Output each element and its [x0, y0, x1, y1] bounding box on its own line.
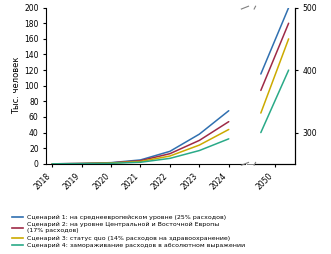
Legend: Сценарий 1: на среднеевропейском уровне (25% расходов), Сценарий 2: на уровне Це: Сценарий 1: на среднеевропейском уровне …	[10, 212, 247, 251]
Y-axis label: Тыс. человек: Тыс. человек	[13, 57, 22, 115]
